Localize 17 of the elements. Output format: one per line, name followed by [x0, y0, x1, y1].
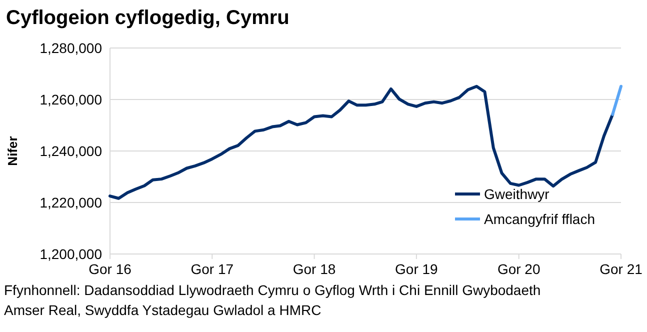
y-tick-label: 1,200,000: [40, 246, 102, 262]
x-tick-label: Gor 17: [190, 261, 234, 277]
x-tick-label: Gor 18: [292, 261, 336, 277]
legend-label: Amcangyfrif fflach: [484, 210, 596, 227]
legend-label: Gweithwyr: [484, 186, 550, 202]
chart-title: Cyflogeion cyflogedig, Cymru: [6, 7, 290, 29]
y-tick-label: 1,240,000: [40, 142, 102, 159]
y-axis-title: Nifer: [5, 136, 20, 166]
x-tick-label: Gor 19: [395, 261, 438, 277]
x-tick-label: Gor 16: [88, 261, 132, 277]
y-tick-label: 1,220,000: [40, 194, 102, 210]
y-tick-label: 1,260,000: [40, 91, 102, 108]
x-tick-label: Gor 21: [600, 261, 643, 277]
line-series: [108, 84, 614, 200]
y-tick-label: 1,280,000: [40, 40, 102, 56]
text: Ffynhonnell: Dadansoddiad Llywodraeth Cymru o Gyflog Wrth i Chi Ennill Gwybodaeth Amser Real, Swyddfa Ystadegau Gwladol a HMRC: [4, 282, 541, 318]
x-tick-label: Gor 20: [497, 261, 540, 277]
